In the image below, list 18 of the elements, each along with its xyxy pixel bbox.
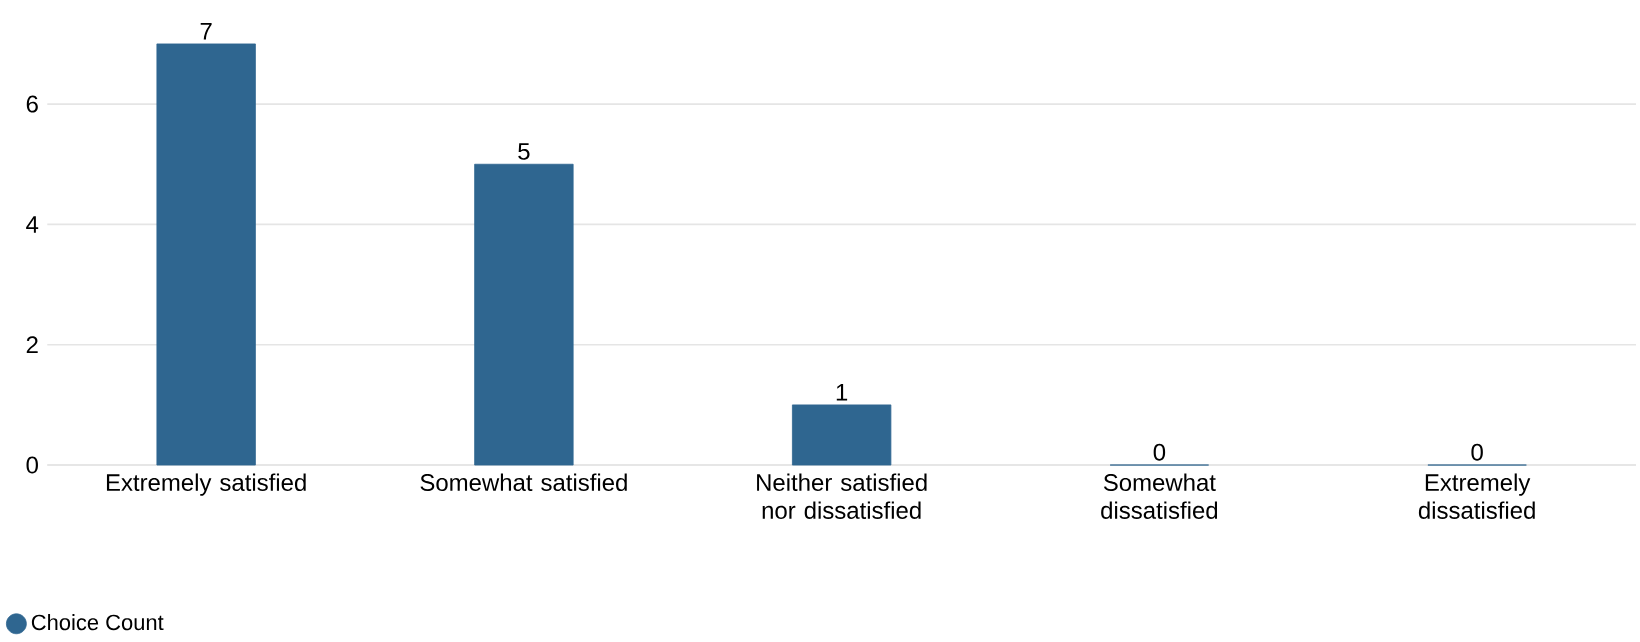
bar xyxy=(156,43,256,466)
x-tick-label: Extremely satisfied xyxy=(106,473,306,496)
x-tick-label: Extremely dissatisfied xyxy=(1418,473,1535,520)
x-tick-label: Somewhat dissatisfied xyxy=(1101,473,1218,520)
data-label: 5 xyxy=(518,143,530,161)
data-label: 1 xyxy=(836,384,848,401)
y-tick-label: 6 xyxy=(26,95,38,113)
y-tick-label: 2 xyxy=(26,336,38,354)
data-label: 0 xyxy=(1153,443,1166,461)
bar xyxy=(474,164,574,466)
legend-label: Choice Count xyxy=(31,614,164,631)
bar xyxy=(791,404,892,466)
y-tick-label: 4 xyxy=(26,216,39,233)
data-label: 7 xyxy=(200,23,212,40)
y-tick-label: 0 xyxy=(26,456,38,474)
x-tick-label: Somewhat satisfied xyxy=(420,473,627,492)
data-label: 0 xyxy=(1471,443,1483,461)
x-tick-label: Neither satisfied nor dissatisfied xyxy=(757,473,927,520)
